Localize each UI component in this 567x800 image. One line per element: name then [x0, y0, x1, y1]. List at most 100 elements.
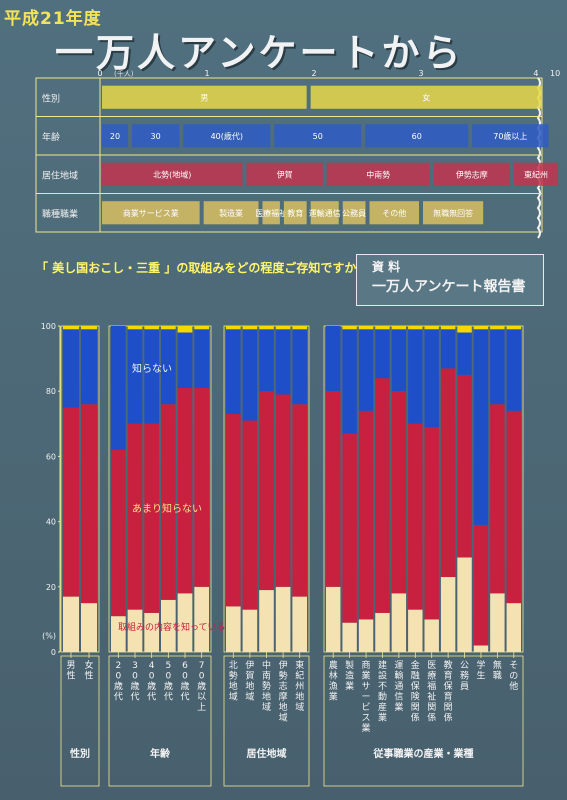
table-segment [102, 162, 243, 186]
category-label: 0 [182, 672, 188, 682]
bar-segment-little [81, 404, 97, 604]
table-segment [433, 162, 510, 186]
bar-segment-na [242, 326, 258, 330]
category-label: 地 [262, 691, 271, 703]
category-label: 務 [460, 670, 469, 682]
annotation-know: 取組みの内容を知っている [118, 621, 226, 633]
bar-segment-na [292, 326, 307, 330]
table-segment-label: 東紀州 [524, 169, 548, 179]
bar-segment-know [490, 593, 505, 652]
bar-segment-dont [226, 329, 241, 415]
bar-segment-dont [242, 329, 258, 421]
bar-segment-dont [259, 329, 274, 392]
bar-segment-little [326, 391, 341, 587]
table-segment [183, 124, 271, 148]
category-label: 域 [229, 691, 238, 703]
category-label: 信 [394, 691, 403, 703]
table-segment-label: 商業サービス業 [123, 208, 179, 218]
category-label: 融 [411, 671, 420, 682]
bar-segment-dont [144, 329, 159, 424]
bar-segment-dont [161, 329, 176, 405]
category-label: 歳 [197, 680, 206, 692]
category-label: 伊 [245, 659, 254, 671]
category-label: 祉 [427, 692, 436, 703]
category-label: 険 [411, 692, 420, 703]
group-frame [60, 325, 100, 653]
category-label: 域 [279, 712, 288, 724]
category-label: 通 [394, 681, 403, 692]
bar-segment-little [177, 387, 193, 594]
table-segment [310, 85, 543, 109]
annotation-dont-know: 知らない [132, 362, 172, 375]
table-segment [102, 201, 200, 225]
category-label: 動 [378, 692, 387, 703]
category-label: 0 [149, 672, 155, 682]
category-label: 教 [444, 659, 453, 671]
table-segment [102, 85, 307, 109]
category-label: 女 [84, 659, 93, 671]
source-label: 資 料 [372, 260, 401, 274]
category-label: 伊 [279, 659, 288, 671]
bar-segment-dont [111, 326, 126, 450]
table-segment [513, 162, 559, 186]
bar-segment-little [242, 420, 258, 610]
category-label: 勢 [262, 680, 271, 692]
category-label: 関 [411, 702, 420, 713]
category-label: 歳 [180, 680, 189, 692]
category-label: 代 [180, 692, 189, 703]
table-row-label: 職種職業 [42, 208, 78, 220]
category-label: 性 [84, 670, 93, 682]
bar-segment-dont [391, 329, 407, 392]
table-segment-label: 教育 [287, 208, 303, 218]
group-label-box [323, 655, 524, 787]
category-label: 漁 [329, 680, 338, 692]
bar-segment-know [63, 596, 79, 652]
bar-segment-little [473, 524, 489, 646]
category-label: 歳 [114, 680, 123, 692]
table-segment [342, 201, 366, 225]
table-segment-label: 医療福祉 [255, 208, 287, 218]
category-label: 中 [262, 659, 271, 671]
bar-segment-know [161, 599, 176, 652]
bar-segment-dont [194, 329, 209, 388]
bar-segment-dont [473, 329, 489, 525]
bar-segment-little [194, 387, 209, 587]
bar-segment-know [226, 606, 241, 652]
bar-segment-little [424, 427, 439, 620]
bar-segment-dont [424, 329, 439, 428]
group-frame [323, 325, 524, 653]
table-segment-label: 無職無回答 [433, 208, 473, 218]
category-label: 0 [165, 672, 171, 682]
category-label: 係 [411, 713, 420, 724]
table-segment-label: 伊賀 [277, 169, 293, 179]
bar-segment-dont [177, 332, 193, 388]
table-segment-label: 製造業 [219, 208, 243, 218]
category-label: 建 [378, 659, 387, 671]
group-label-box [223, 655, 310, 787]
category-label: サ [362, 681, 371, 692]
category-label: 療 [427, 670, 436, 682]
category-label: 2 [115, 661, 121, 671]
category-label: 業 [378, 712, 387, 724]
category-label: 医 [427, 660, 436, 671]
category-label: 生 [476, 670, 485, 682]
category-label: 歳 [164, 680, 173, 692]
bar-segment-na [440, 326, 456, 330]
category-label: 代 [147, 692, 156, 703]
bar-segment-na [194, 326, 209, 330]
bar-segment-little [144, 423, 159, 613]
bar-segment-na [375, 326, 390, 330]
category-label: 4 [149, 661, 155, 671]
category-label: 地 [279, 701, 288, 713]
bar-segment-na [506, 326, 521, 330]
bar-segment-know [292, 596, 307, 652]
category-label: 業 [394, 701, 403, 713]
bar-segment-know [326, 586, 341, 652]
category-label: 育 [444, 691, 453, 703]
category-label: 南 [262, 670, 271, 682]
category-label: 業 [329, 691, 338, 703]
y-tick-label: 100 [41, 322, 56, 331]
scale-unit-label: (千人) [114, 69, 134, 78]
